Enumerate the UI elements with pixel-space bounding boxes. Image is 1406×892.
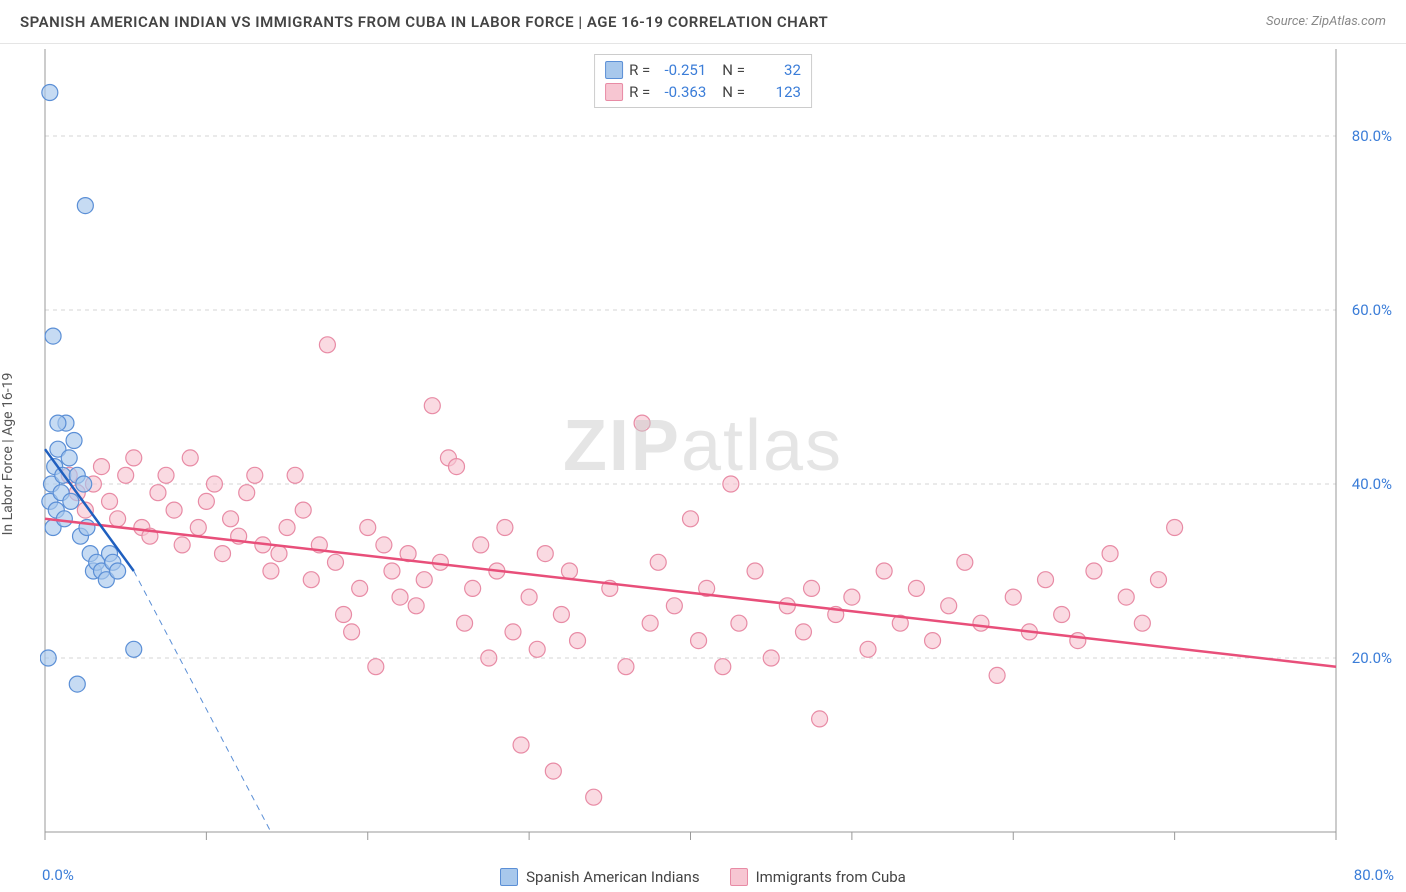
legend-item-2: Immigrants from Cuba bbox=[730, 868, 906, 886]
chart-header: SPANISH AMERICAN INDIAN VS IMMIGRANTS FR… bbox=[0, 0, 1406, 44]
stats-swatch-2 bbox=[605, 83, 623, 101]
y-tick-label: 60.0% bbox=[1352, 301, 1392, 319]
r-label-2: R = bbox=[629, 83, 650, 101]
n-value-2: 123 bbox=[751, 83, 801, 101]
chart-plot-area bbox=[40, 44, 1396, 852]
legend-label-1: Spanish American Indians bbox=[526, 868, 699, 886]
legend-label-2: Immigrants from Cuba bbox=[756, 868, 906, 886]
bottom-legend: Spanish American Indians Immigrants from… bbox=[0, 868, 1406, 886]
correlation-stats-box: R = -0.251 N = 32 R = -0.363 N = 123 bbox=[594, 54, 812, 108]
r-label-1: R = bbox=[629, 61, 650, 79]
r-value-1: -0.251 bbox=[656, 61, 706, 79]
y-tick-label: 20.0% bbox=[1352, 649, 1392, 667]
scatter-svg bbox=[40, 44, 1396, 852]
stats-row-series1: R = -0.251 N = 32 bbox=[605, 59, 801, 81]
chart-title: SPANISH AMERICAN INDIAN VS IMMIGRANTS FR… bbox=[20, 13, 828, 31]
legend-swatch-2 bbox=[730, 868, 748, 886]
stats-swatch-1 bbox=[605, 61, 623, 79]
legend-swatch-1 bbox=[500, 868, 518, 886]
y-tick-label: 80.0% bbox=[1352, 127, 1392, 145]
y-tick-label: 40.0% bbox=[1352, 475, 1392, 493]
stats-row-series2: R = -0.363 N = 123 bbox=[605, 81, 801, 103]
n-label-1: N = bbox=[722, 61, 745, 79]
legend-item-1: Spanish American Indians bbox=[500, 868, 699, 886]
r-value-2: -0.363 bbox=[656, 83, 706, 101]
y-axis-label: In Labor Force | Age 16-19 bbox=[0, 373, 16, 536]
n-label-2: N = bbox=[722, 83, 745, 101]
n-value-1: 32 bbox=[751, 61, 801, 79]
chart-source: Source: ZipAtlas.com bbox=[1266, 14, 1386, 29]
